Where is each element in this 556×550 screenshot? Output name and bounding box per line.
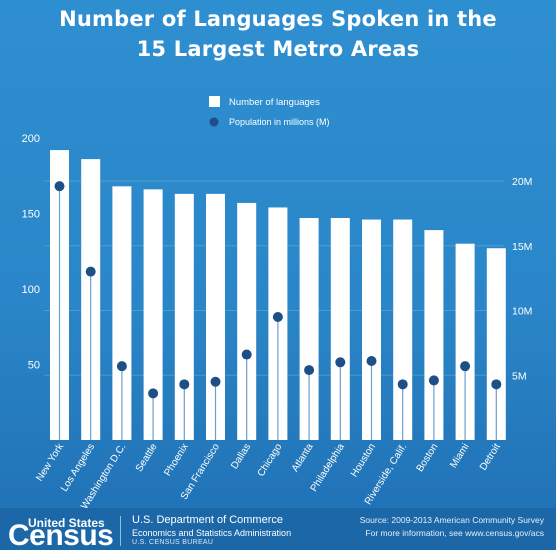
dot-philadelphia [335, 357, 346, 368]
census-logo: Census [8, 519, 114, 550]
right-axis-tick: 5M [512, 370, 527, 382]
bar-detroit [486, 248, 506, 440]
legend-swatch-population [209, 117, 219, 127]
agency-name: Economics and Statistics Administration [132, 528, 292, 538]
population-stems [58, 186, 497, 440]
footer: United States Census U.S. Department of … [0, 508, 556, 550]
legend-label-languages: Number of languages [229, 97, 320, 108]
footer-divider [120, 516, 121, 546]
bars [50, 150, 506, 440]
bar-phoenix [174, 193, 194, 440]
dot-detroit [491, 379, 502, 390]
title-line-2: 15 Largest Metro Areas [136, 37, 420, 61]
dot-atlanta [304, 365, 315, 376]
x-label-miami: Miami [448, 442, 471, 470]
legend-label-population: Population in millions (M) [229, 117, 330, 127]
bar-atlanta [299, 218, 319, 440]
left-axis-tick: 100 [22, 284, 40, 296]
bar-boston [424, 230, 444, 440]
x-label-detroit: Detroit [478, 442, 503, 473]
population-dots [54, 181, 502, 399]
left-axis-tick: 150 [22, 209, 40, 221]
dot-houston [366, 356, 377, 367]
bar-seattle [143, 189, 163, 440]
source-note: Source: 2009-2013 American Community Sur… [359, 515, 544, 525]
bar-washington-d-c [112, 186, 132, 440]
chart-title: Number of Languages Spoken in the 15 Lar… [0, 4, 556, 64]
right-axis-tick: 10M [512, 306, 532, 318]
department-name: U.S. Department of Commerce [132, 514, 283, 526]
dot-chicago [272, 311, 283, 322]
dot-dallas [241, 349, 252, 360]
x-label-chicago: Chicago [256, 441, 285, 478]
legend: Number of languages Population in millio… [209, 96, 330, 127]
bureau-name: U.S. CENSUS BUREAU [132, 539, 214, 546]
bar-dallas [237, 202, 257, 440]
left-axis-tick: 200 [22, 133, 40, 145]
right-axis-tick: 15M [512, 241, 532, 253]
bar-san-francisco [206, 193, 225, 440]
dot-seattle [148, 388, 159, 399]
dot-washington-d-c [116, 361, 127, 372]
dot-boston [428, 375, 439, 386]
more-info-link[interactable]: For more information, see www.census.gov… [365, 528, 544, 538]
left-axis: 200 150 100 50 [22, 133, 40, 372]
legend-swatch-languages [209, 96, 220, 107]
dot-san-francisco [210, 376, 221, 387]
dot-los-angeles [85, 266, 96, 277]
x-label-boston: Boston [415, 442, 441, 474]
census-logo-top: United States [28, 516, 105, 530]
right-axis-tick: 20M [512, 176, 532, 188]
chart: Number of languages Population in millio… [22, 96, 532, 508]
x-label-seattle: Seattle [134, 441, 160, 474]
dot-phoenix [179, 379, 190, 390]
dot-new-york [54, 181, 65, 192]
bar-houston [362, 219, 381, 440]
dot-riverside-calif [397, 379, 408, 390]
bar-philadelphia [330, 218, 350, 440]
x-label-houston: Houston [349, 442, 378, 479]
x-label-phoenix: Phoenix [162, 442, 190, 478]
x-label-dallas: Dallas [229, 442, 253, 471]
x-label-new-york: New York [34, 441, 66, 484]
x-label-atlanta: Atlanta [290, 441, 316, 474]
bar-miami [455, 243, 475, 440]
dot-miami [460, 361, 471, 372]
title-line-1: Number of Languages Spoken in the [59, 7, 497, 31]
left-axis-tick: 50 [28, 360, 40, 372]
